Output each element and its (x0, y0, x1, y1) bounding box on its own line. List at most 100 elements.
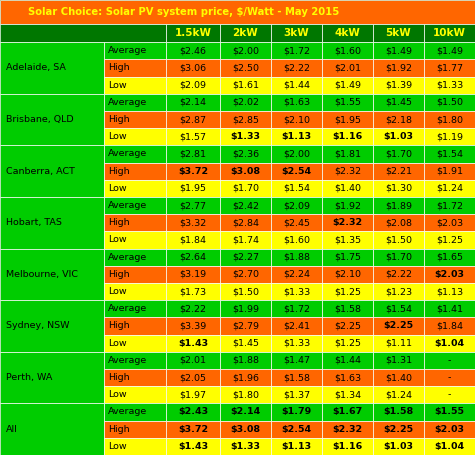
Text: $2.25: $2.25 (334, 322, 361, 330)
Text: $2.03: $2.03 (435, 425, 465, 434)
Text: $1.03: $1.03 (383, 442, 414, 451)
Bar (220, 24, 271, 42)
Bar (271, 369, 322, 386)
Bar (220, 59, 271, 76)
Text: $1.40: $1.40 (334, 184, 361, 193)
Text: $1.72: $1.72 (283, 304, 310, 313)
Bar (104, 42, 166, 59)
Bar (373, 214, 424, 232)
Text: $1.74: $1.74 (232, 236, 259, 244)
Bar (322, 352, 373, 369)
Bar (104, 180, 166, 197)
Bar (322, 197, 373, 214)
Text: $1.70: $1.70 (232, 184, 259, 193)
Bar (424, 334, 475, 352)
Bar (0, 145, 104, 197)
Bar (220, 214, 271, 232)
Bar (373, 197, 424, 214)
Text: $1.33: $1.33 (436, 81, 463, 90)
Bar (322, 300, 373, 318)
Text: 4kW: 4kW (334, 28, 361, 38)
Bar (271, 232, 322, 248)
Text: Low: Low (108, 81, 127, 90)
Bar (373, 145, 424, 162)
Text: $1.34: $1.34 (334, 390, 361, 399)
Text: $1.25: $1.25 (334, 287, 361, 296)
Bar (166, 24, 220, 42)
Text: $2.25: $2.25 (383, 425, 414, 434)
Bar (322, 420, 373, 438)
Bar (166, 59, 220, 76)
Bar (424, 420, 475, 438)
Text: $3.72: $3.72 (178, 167, 208, 176)
Bar (220, 420, 271, 438)
Bar (322, 438, 373, 455)
Text: High: High (108, 425, 130, 434)
Text: $1.89: $1.89 (385, 201, 412, 210)
Bar (220, 42, 271, 59)
Bar (271, 76, 322, 94)
Text: $1.03: $1.03 (383, 132, 414, 141)
Text: Average: Average (108, 46, 147, 55)
Bar (220, 438, 271, 455)
Bar (104, 248, 166, 266)
Text: $1.11: $1.11 (385, 339, 412, 348)
Text: $1.54: $1.54 (385, 304, 412, 313)
Text: $1.40: $1.40 (385, 373, 412, 382)
Bar (166, 94, 220, 111)
Bar (322, 111, 373, 128)
Text: $1.99: $1.99 (232, 304, 259, 313)
Bar (220, 76, 271, 94)
Text: $1.49: $1.49 (385, 46, 412, 55)
Text: Low: Low (108, 132, 127, 141)
Text: $2.87: $2.87 (180, 115, 207, 124)
Text: $1.50: $1.50 (232, 287, 259, 296)
Bar (166, 162, 220, 180)
Text: $1.30: $1.30 (385, 184, 412, 193)
Text: -: - (448, 356, 451, 365)
Bar (271, 266, 322, 283)
Bar (373, 283, 424, 300)
Bar (166, 214, 220, 232)
Bar (0, 300, 104, 352)
Text: High: High (108, 218, 130, 228)
Text: $1.19: $1.19 (436, 132, 463, 141)
Text: Average: Average (108, 98, 147, 107)
Text: Hobart, TAS: Hobart, TAS (6, 218, 62, 228)
Text: Average: Average (108, 201, 147, 210)
Text: $2.42: $2.42 (232, 201, 259, 210)
Text: $1.24: $1.24 (436, 184, 463, 193)
Bar (220, 300, 271, 318)
Bar (424, 197, 475, 214)
Bar (322, 232, 373, 248)
Text: $1.72: $1.72 (283, 46, 310, 55)
Text: High: High (108, 63, 130, 72)
Bar (104, 59, 166, 76)
Text: $1.63: $1.63 (283, 98, 310, 107)
Bar (322, 214, 373, 232)
Bar (104, 318, 166, 334)
Bar (220, 334, 271, 352)
Text: $3.72: $3.72 (178, 425, 208, 434)
Bar (166, 76, 220, 94)
Text: $2.54: $2.54 (281, 167, 312, 176)
Bar (166, 352, 220, 369)
Bar (166, 369, 220, 386)
Bar (104, 162, 166, 180)
Bar (271, 438, 322, 455)
Bar (424, 128, 475, 145)
Bar (322, 180, 373, 197)
Bar (220, 283, 271, 300)
Bar (104, 404, 166, 420)
Text: $2.43: $2.43 (178, 408, 208, 416)
Bar (271, 386, 322, 404)
Bar (104, 76, 166, 94)
Text: $1.16: $1.16 (332, 132, 362, 141)
Bar (271, 334, 322, 352)
Bar (104, 232, 166, 248)
Text: $2.79: $2.79 (232, 322, 259, 330)
Text: $1.49: $1.49 (334, 81, 361, 90)
Bar (424, 180, 475, 197)
Text: $1.23: $1.23 (385, 287, 412, 296)
Text: $1.49: $1.49 (436, 46, 463, 55)
